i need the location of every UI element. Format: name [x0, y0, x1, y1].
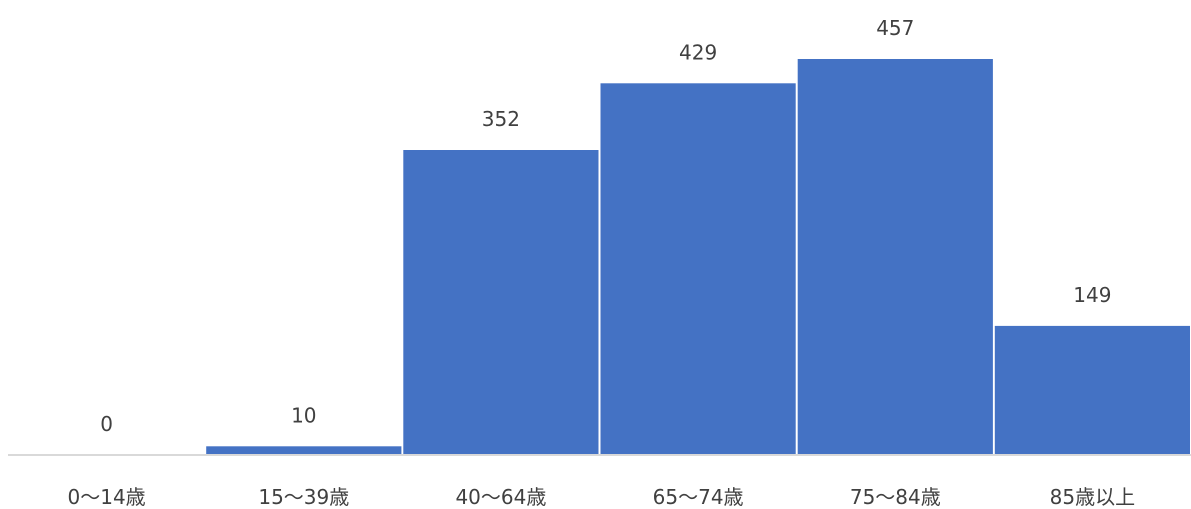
bar-3 [600, 83, 796, 456]
x-tick-label-4: 75～84歳 [850, 485, 941, 509]
bar-2 [403, 150, 599, 455]
data-label-4: 457 [876, 16, 914, 40]
bars-group [206, 59, 1190, 456]
data-label-2: 352 [482, 107, 520, 131]
bar-1 [206, 446, 402, 455]
data-label-3: 429 [679, 40, 717, 64]
x-tick-label-5: 85歳以上 [1050, 485, 1135, 509]
bar-4 [797, 59, 993, 455]
x-tick-label-1: 15～39歳 [258, 485, 349, 509]
x-tick-label-0: 0～14歳 [68, 485, 146, 509]
x-tick-label-3: 65～74歳 [653, 485, 744, 509]
data-label-5: 149 [1073, 283, 1111, 307]
x-tick-labels-group: 0～14歳 15～39歳 40～64歳 65～74歳 75～84歳 85歳以上 [68, 485, 1136, 509]
x-tick-label-2: 40～64歳 [455, 485, 546, 509]
data-label-0: 0 [100, 412, 113, 436]
data-label-1: 10 [291, 403, 316, 427]
data-labels-group: 0 10 352 429 457 149 [100, 16, 1111, 436]
bar-5 [994, 325, 1190, 455]
